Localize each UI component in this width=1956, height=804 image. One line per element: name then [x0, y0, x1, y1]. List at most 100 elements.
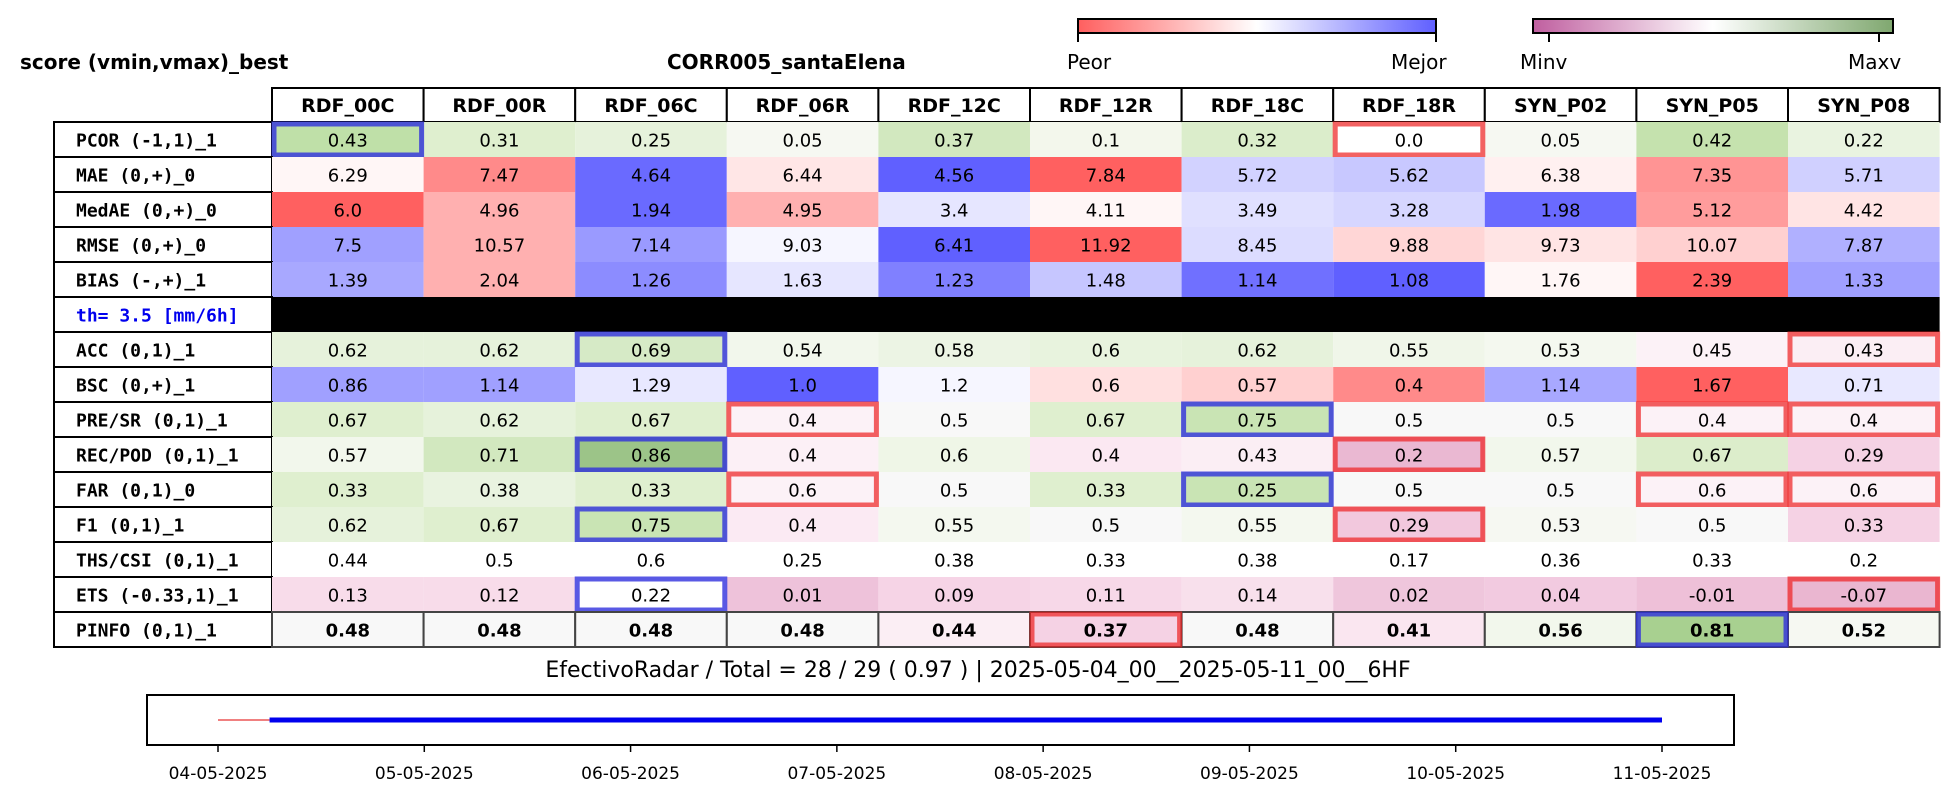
data-cell: [423, 367, 576, 402]
data-cell: [1484, 332, 1637, 367]
data-cell: [575, 507, 727, 542]
data-value: 0.4: [1849, 411, 1878, 432]
data-value: 1.14: [479, 376, 519, 397]
column-header-label: RDF_18C: [1211, 95, 1304, 117]
data-cell: [1181, 192, 1334, 227]
data-value: 0.17: [1389, 551, 1429, 572]
data-value: 1.94: [631, 201, 671, 222]
data-cell: [1333, 227, 1485, 262]
column-header-label: SYN_P02: [1514, 95, 1607, 117]
data-cell: [725, 611, 880, 648]
row-label: ETS (-0.33,1)_1: [76, 586, 239, 607]
data-value: 9.73: [1541, 236, 1581, 257]
data-cell: [1484, 507, 1637, 542]
data-cell: [726, 262, 879, 297]
data-value: 0.42: [1692, 131, 1732, 152]
data-value: 0.05: [1541, 131, 1581, 152]
data-value: 0.57: [328, 446, 368, 467]
data-value: 10.07: [1686, 236, 1738, 257]
data-cell: [272, 157, 424, 192]
timeline-tick-label: 08-05-2025: [994, 764, 1093, 784]
data-cell: [878, 227, 1030, 262]
data-value: 0.6: [1849, 481, 1878, 502]
data-value: 0.36: [1541, 551, 1581, 572]
station-title: CORR005_santaElena: [667, 50, 906, 74]
row-label: ACC (0,1)_1: [76, 341, 195, 362]
column-header-label: RDF_00R: [452, 95, 546, 117]
data-value: 0.67: [1692, 446, 1732, 467]
data-value: 2.04: [479, 271, 519, 292]
data-value: 7.14: [631, 236, 671, 257]
row-label-cell: [53, 226, 273, 263]
data-cell: [272, 402, 424, 437]
data-cell: [272, 227, 424, 262]
data-cell: [1333, 367, 1485, 402]
data-value: 0.05: [783, 131, 823, 152]
data-value: 0.53: [1541, 341, 1581, 362]
data-value: 0.67: [328, 411, 368, 432]
best-highlight-box: [271, 121, 425, 158]
data-value: 0.67: [1086, 411, 1126, 432]
data-cell: [878, 367, 1030, 402]
data-cell: [1333, 192, 1485, 227]
data-value: 0.14: [1237, 586, 1277, 607]
data-value: 1.76: [1541, 271, 1581, 292]
data-cell: [878, 332, 1030, 367]
data-cell: [422, 611, 577, 648]
data-value: 1.08: [1389, 271, 1429, 292]
data-value: 0.81: [1690, 621, 1734, 642]
data-cell: [1788, 227, 1940, 262]
data-value: 7.47: [479, 166, 519, 187]
data-cell: [272, 367, 424, 402]
data-cell: [575, 262, 727, 297]
data-value: 7.87: [1844, 236, 1884, 257]
data-value: 0.71: [479, 446, 519, 467]
best-highlight-box: [1181, 401, 1334, 438]
data-cell: [1333, 262, 1485, 297]
data-cell: [1333, 437, 1485, 472]
data-cell: [878, 437, 1030, 472]
data-cell: [423, 472, 576, 507]
data-value: 0.57: [1541, 446, 1581, 467]
data-value: 0.41: [1387, 621, 1431, 642]
data-cell: [423, 192, 576, 227]
data-value: 0.4: [1395, 376, 1424, 397]
data-cell: [575, 367, 727, 402]
data-value: 0.62: [328, 516, 368, 537]
data-value: 0.22: [631, 586, 671, 607]
row-label: PINFO (0,1)_1: [76, 621, 217, 642]
data-value: 0.22: [1844, 131, 1884, 152]
timeline-tick-label: 04-05-2025: [169, 764, 268, 784]
data-value: 11.92: [1080, 236, 1132, 257]
data-value: 0.48: [1235, 621, 1279, 642]
row-label-cell: [53, 611, 273, 648]
data-value: 0.11: [1086, 586, 1126, 607]
best-highlight-box: [574, 331, 728, 368]
row-label: MAE (0,+)_0: [76, 166, 195, 187]
data-cell: [1181, 332, 1334, 367]
data-value: 4.11: [1086, 201, 1126, 222]
data-value: 1.63: [783, 271, 823, 292]
data-cell: [575, 192, 727, 227]
column-header-cell: [725, 87, 880, 123]
data-value: 0.48: [629, 621, 673, 642]
data-cell: [1636, 402, 1788, 437]
row-label-cell: [53, 156, 273, 193]
data-cell: [1788, 157, 1940, 192]
data-value: 1.33: [1844, 271, 1884, 292]
data-value: 5.62: [1389, 166, 1429, 187]
data-value: 0.02: [1389, 586, 1429, 607]
data-cell: [1332, 611, 1486, 648]
data-cell: [726, 402, 879, 437]
data-cell: [1181, 367, 1334, 402]
data-value: 0.5: [940, 411, 969, 432]
data-cell: [575, 437, 727, 472]
data-cell: [1030, 367, 1182, 402]
data-value: 6.0: [333, 201, 362, 222]
data-cell: [1636, 577, 1788, 612]
data-value: 0.6: [637, 551, 666, 572]
data-cell: [1484, 367, 1637, 402]
column-header-cell: [1787, 87, 1941, 123]
column-header-label: SYN_P08: [1817, 95, 1910, 117]
data-cell: [575, 122, 727, 157]
